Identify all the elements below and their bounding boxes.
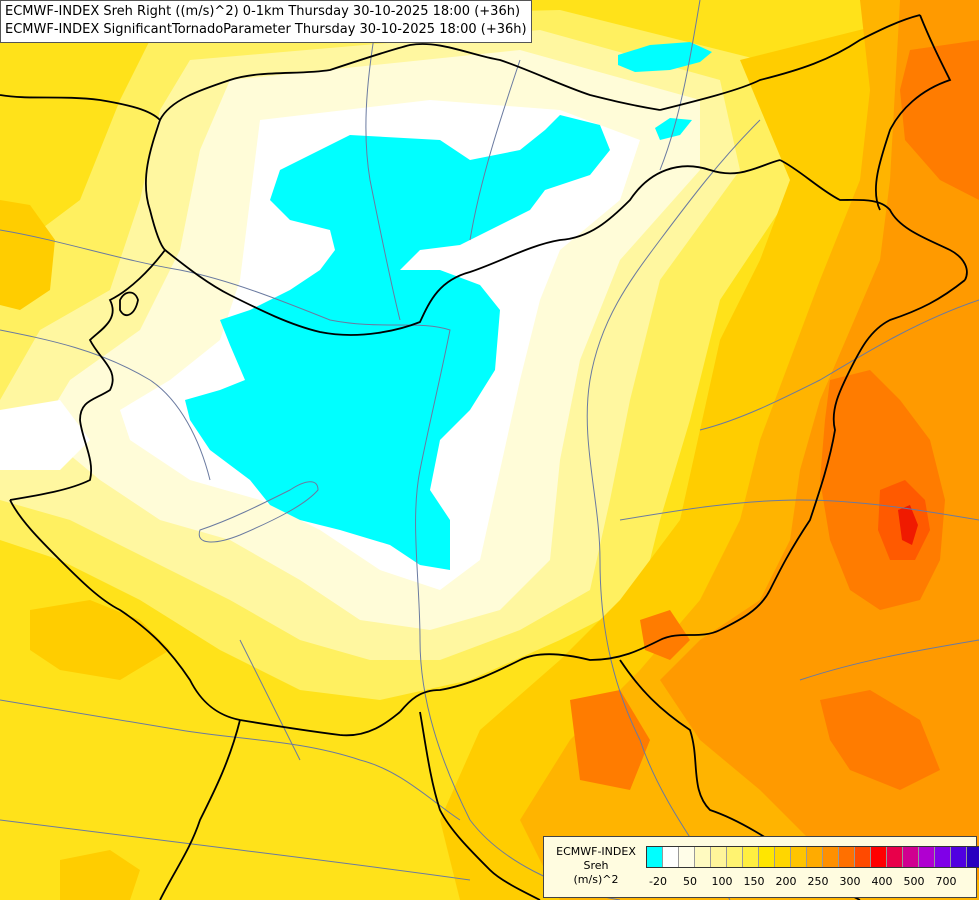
border-ukraine bbox=[659, 14, 921, 111]
river-tisza bbox=[586, 119, 761, 900]
legend-tick-label: 300 bbox=[839, 875, 861, 888]
legend-swatch bbox=[759, 847, 775, 867]
river-sava bbox=[0, 819, 471, 881]
border-slovakia-hungary bbox=[164, 159, 781, 336]
field-orange-dark-ne bbox=[900, 40, 979, 200]
map-title-line-2: ECMWF-INDEX SignificantTornadoParameter … bbox=[5, 22, 527, 37]
legend-tick-label: 500 bbox=[903, 875, 925, 888]
legend-swatch bbox=[743, 847, 759, 867]
legend-swatch bbox=[935, 847, 951, 867]
legend-color-bar bbox=[646, 846, 979, 868]
field-orange-dark-south2 bbox=[570, 690, 650, 790]
border-croatia-bosnia-west bbox=[159, 719, 241, 900]
legend-swatch bbox=[775, 847, 791, 867]
river-mures bbox=[619, 499, 979, 521]
legend-swatch bbox=[807, 847, 823, 867]
river-south1 bbox=[239, 639, 301, 761]
river-north1 bbox=[365, 0, 401, 321]
border-hungary-croatia bbox=[399, 629, 721, 713]
field-orange-dark-sw bbox=[640, 610, 690, 660]
legend-swatch bbox=[887, 847, 903, 867]
river-east2 bbox=[799, 639, 979, 681]
field-orange-east bbox=[660, 0, 979, 880]
legend-tick-labels: -20 50 100 150 200 250 300 400 500 700 bbox=[644, 875, 974, 891]
field-orange-dark-south bbox=[820, 690, 940, 790]
border-ukraine-romania bbox=[874, 14, 952, 211]
legend-title-line-2: Sreh bbox=[583, 859, 609, 872]
river-balaton bbox=[198, 481, 319, 543]
legend-tick-label: 50 bbox=[683, 875, 697, 888]
legend-swatch bbox=[647, 847, 663, 867]
color-legend: ECMWF-INDEX Sreh (m/s)^2 -20 50 100 150 200 2… bbox=[543, 836, 979, 898]
border-slovenia-croatia bbox=[9, 499, 401, 737]
legend-swatch bbox=[791, 847, 807, 867]
legend-swatch bbox=[727, 847, 743, 867]
legend-title: ECMWF-INDEX Sreh (m/s)^2 bbox=[546, 845, 646, 887]
river-drava bbox=[0, 699, 461, 821]
legend-tick-label: 250 bbox=[807, 875, 829, 888]
border-bosnia bbox=[419, 711, 541, 900]
legend-swatch bbox=[855, 847, 871, 867]
map-title-line-1: ECMWF-INDEX Sreh Right ((m/s)^2) 0-1km T… bbox=[5, 4, 521, 19]
border-czech-slovakia bbox=[0, 43, 661, 122]
border-romania-east bbox=[719, 279, 966, 631]
legend-tick-label: 400 bbox=[871, 875, 893, 888]
field-gold-sw bbox=[60, 850, 140, 900]
river-east1 bbox=[699, 299, 979, 431]
map-title-box: ECMWF-INDEX Sreh Right ((m/s)^2) 0-1km T… bbox=[0, 0, 532, 43]
river-north2 bbox=[469, 59, 521, 241]
legend-tick-label: 700 bbox=[935, 875, 957, 888]
legend-title-line-3: (m/s)^2 bbox=[573, 873, 619, 886]
legend-title-line-1: ECMWF-INDEX bbox=[556, 845, 636, 858]
legend-swatch bbox=[711, 847, 727, 867]
river-danube bbox=[0, 229, 621, 900]
border-lake-neusiedl bbox=[119, 291, 139, 317]
legend-swatch bbox=[823, 847, 839, 867]
border-austria-west bbox=[9, 119, 167, 501]
legend-tick-label: 200 bbox=[775, 875, 797, 888]
border-hungary-romania bbox=[779, 159, 968, 281]
field-white-left bbox=[0, 400, 90, 470]
field-red-core bbox=[898, 505, 918, 545]
river-west1 bbox=[0, 329, 211, 481]
legend-swatch bbox=[663, 847, 679, 867]
field-cyan-main bbox=[185, 115, 610, 570]
river-north3 bbox=[659, 0, 701, 171]
legend-swatch bbox=[679, 847, 695, 867]
legend-swatch bbox=[839, 847, 855, 867]
legend-swatch bbox=[871, 847, 887, 867]
legend-tick-label: 150 bbox=[743, 875, 765, 888]
legend-tick-label: -20 bbox=[649, 875, 667, 888]
legend-swatch bbox=[903, 847, 919, 867]
legend-swatch bbox=[919, 847, 935, 867]
legend-tick-label: 100 bbox=[711, 875, 733, 888]
legend-swatch bbox=[695, 847, 711, 867]
legend-swatch bbox=[967, 847, 979, 867]
legend-swatch bbox=[951, 847, 967, 867]
country-borders bbox=[0, 14, 968, 900]
field-gold-west bbox=[0, 200, 55, 310]
